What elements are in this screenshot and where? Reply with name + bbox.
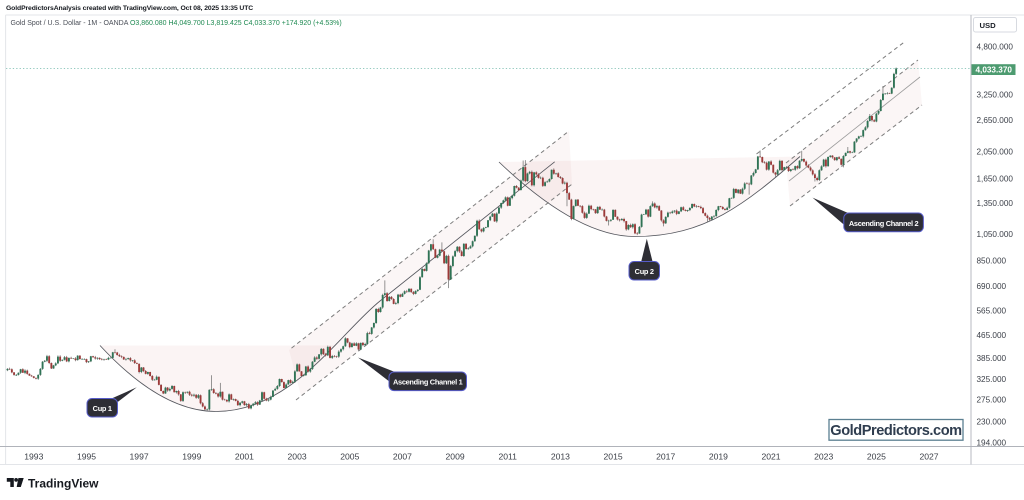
svg-text:2025: 2025: [867, 452, 886, 462]
svg-text:230.000: 230.000: [977, 418, 1007, 427]
svg-text:275.000: 275.000: [977, 396, 1007, 405]
svg-text:2011: 2011: [498, 452, 517, 462]
svg-text:2007: 2007: [393, 452, 412, 462]
svg-text:690.000: 690.000: [977, 282, 1007, 291]
svg-text:2015: 2015: [604, 452, 623, 462]
svg-text:385.000: 385.000: [977, 354, 1007, 363]
svg-text:2019: 2019: [709, 452, 728, 462]
svg-text:TradingView: TradingView: [28, 476, 99, 490]
svg-text:Cup 1: Cup 1: [93, 404, 112, 413]
svg-text:2027: 2027: [919, 452, 938, 462]
svg-text:GoldPredictorsAnalysis created: GoldPredictorsAnalysis created with Trad…: [6, 5, 253, 12]
svg-text:1993: 1993: [24, 452, 43, 462]
svg-text:Gold Spot / U.S. Dollar - 1M -: Gold Spot / U.S. Dollar - 1M - OANDA O3,…: [11, 20, 342, 27]
svg-text:1995: 1995: [77, 452, 96, 462]
svg-text:565.000: 565.000: [977, 307, 1007, 316]
svg-text:850.000: 850.000: [977, 256, 1007, 265]
svg-text:465.000: 465.000: [977, 331, 1007, 340]
svg-text:1997: 1997: [130, 452, 149, 462]
svg-text:2021: 2021: [761, 452, 780, 462]
svg-text:USD: USD: [980, 21, 997, 30]
svg-text:2001: 2001: [235, 452, 254, 462]
svg-text:1999: 1999: [182, 452, 201, 462]
svg-text:GoldPredictors.com: GoldPredictors.com: [830, 423, 962, 439]
svg-text:2013: 2013: [551, 452, 570, 462]
svg-text:2023: 2023: [814, 452, 833, 462]
svg-text:Cup 2: Cup 2: [635, 267, 654, 276]
svg-text:3,250.000: 3,250.000: [977, 91, 1014, 100]
svg-text:325.000: 325.000: [977, 375, 1007, 384]
svg-text:Ascending Channel 2: Ascending Channel 2: [849, 219, 919, 228]
svg-text:2003: 2003: [288, 452, 307, 462]
svg-text:4,033.370: 4,033.370: [976, 66, 1013, 75]
svg-text:2005: 2005: [340, 452, 359, 462]
svg-text:2009: 2009: [446, 452, 465, 462]
svg-text:Ascending Channel 1: Ascending Channel 1: [393, 378, 463, 387]
svg-text:1,050.000: 1,050.000: [977, 230, 1014, 239]
svg-text:194.000: 194.000: [977, 439, 1007, 448]
svg-text:2,650.000: 2,650.000: [977, 116, 1014, 125]
svg-text:1,350.000: 1,350.000: [977, 199, 1014, 208]
svg-text:4,800.000: 4,800.000: [977, 43, 1014, 52]
svg-text:2017: 2017: [656, 452, 675, 462]
svg-text:2,050.000: 2,050.000: [977, 148, 1014, 157]
svg-text:1,650.000: 1,650.000: [977, 174, 1014, 183]
